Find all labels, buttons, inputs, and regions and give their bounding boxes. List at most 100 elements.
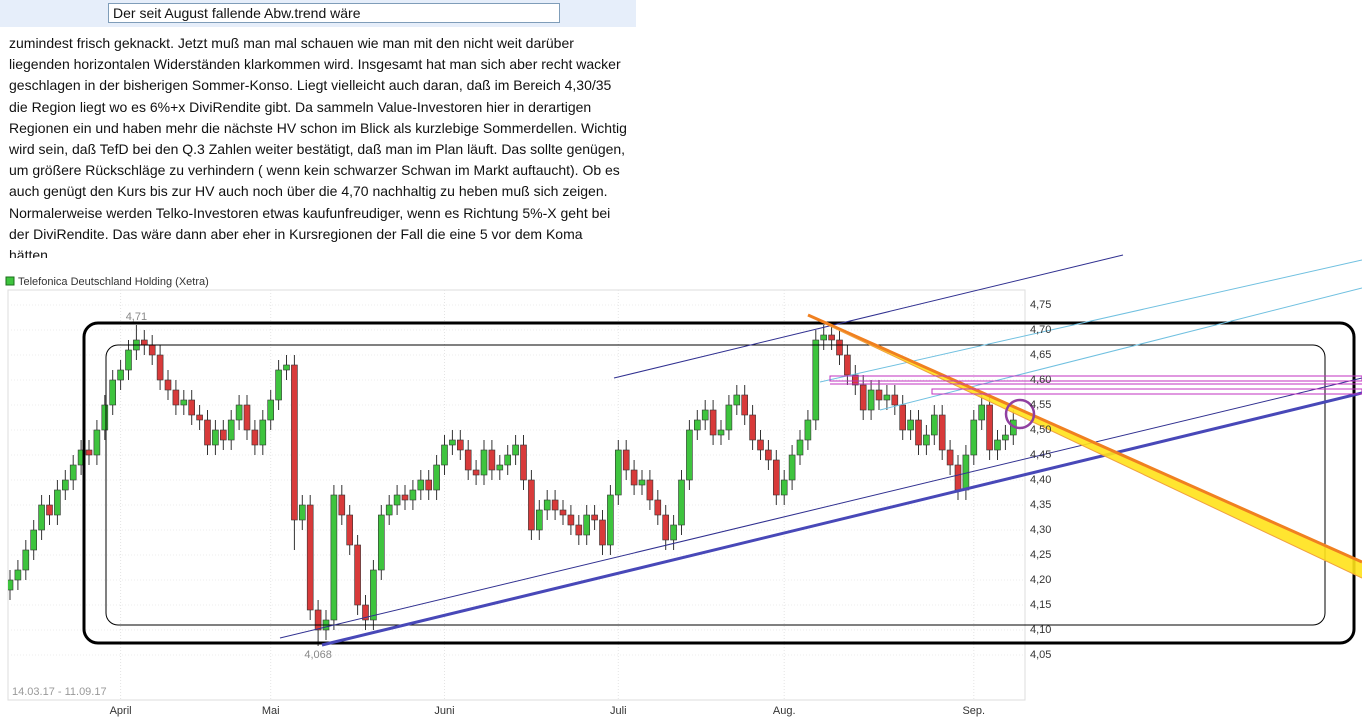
candle-body	[267, 399, 275, 421]
candle-body	[646, 479, 654, 501]
y-tick-label: 4,50	[1030, 424, 1051, 436]
candle-body	[298, 504, 306, 521]
y-tick-label: 4,25	[1030, 549, 1051, 561]
candle-body	[409, 489, 417, 501]
post-text: zumindest frisch geknackt. Jetzt muß man…	[9, 33, 639, 258]
candle-body	[622, 449, 630, 471]
candle-body	[915, 419, 922, 446]
y-tick-label: 4,15	[1030, 599, 1051, 611]
candle-body	[164, 379, 172, 391]
candle-body	[567, 514, 575, 526]
candle-body	[417, 479, 425, 491]
candle-body	[204, 419, 211, 446]
candle-body	[686, 429, 693, 481]
candle-body	[528, 479, 535, 531]
candle-body	[725, 404, 733, 431]
x-tick-label: Juli	[610, 705, 627, 717]
post-line: liegenden horizontalen Widerständen klar…	[9, 56, 621, 73]
y-tick-label: 4,55	[1030, 399, 1051, 411]
trend-line	[879, 287, 1362, 411]
candle-body	[227, 419, 235, 441]
candle-body	[362, 604, 369, 621]
support-line	[321, 391, 1362, 647]
candle-body	[235, 404, 243, 421]
candle-body	[938, 414, 946, 451]
post-line: um größere Rückschläge zu verhindern ( w…	[9, 162, 620, 179]
candle-body	[61, 479, 69, 491]
candle-body	[109, 379, 116, 406]
candle-body	[472, 469, 480, 476]
price-annotation: 4,71	[126, 311, 147, 323]
price-annotation: 4,068	[304, 649, 332, 661]
candle-body	[520, 444, 527, 481]
candle-body	[836, 339, 843, 356]
post-line: die Region liegt wo es 6%+x DiviRendite …	[9, 98, 592, 115]
candle-body	[441, 444, 448, 466]
candle-body	[828, 334, 835, 341]
candle-body	[504, 454, 512, 466]
candle-body	[607, 494, 614, 546]
candle-body	[670, 524, 677, 541]
candle-body	[678, 479, 685, 526]
trend-line	[279, 377, 1362, 639]
candle-body	[172, 389, 180, 406]
candle-body	[630, 469, 638, 486]
candle-body	[377, 514, 385, 571]
candle-body	[765, 449, 772, 461]
candle-body	[535, 509, 543, 531]
candle-body	[401, 494, 409, 501]
candle-body	[125, 349, 132, 371]
candle-body	[907, 419, 914, 431]
candle-body	[654, 499, 662, 516]
candle-body	[275, 369, 282, 401]
candle-body	[954, 464, 962, 491]
post-line: Regionen ein und haben mehr die nächste …	[9, 119, 627, 136]
candle-body	[8, 579, 14, 591]
trend-line	[819, 259, 1362, 383]
box-outer	[82, 321, 1356, 645]
y-tick-label: 4,10	[1030, 624, 1051, 636]
post-title[interactable]: Der seit August fallende Abw.trend wäre	[108, 3, 560, 23]
candle-body	[867, 389, 875, 411]
candle-body	[512, 444, 519, 456]
post-line: hätten	[9, 247, 48, 258]
candle-body	[196, 414, 203, 421]
candle-body	[804, 419, 812, 441]
candle-body	[148, 344, 156, 356]
trend-line	[613, 254, 1124, 379]
y-tick-label: 4,70	[1030, 324, 1051, 336]
candle-body	[638, 479, 646, 486]
candle-body	[844, 354, 851, 376]
candles	[8, 325, 1017, 646]
y-tick-label: 4,30	[1030, 524, 1051, 536]
candle-body	[875, 389, 883, 401]
candle-body	[930, 414, 938, 436]
post-line: Normalerweise werden Telko-Investoren et…	[9, 204, 611, 221]
candle-body	[591, 514, 598, 521]
candle-body	[156, 354, 164, 381]
candle-body	[22, 549, 30, 571]
candle-body	[986, 404, 993, 451]
candle-body	[425, 479, 433, 491]
candle-body	[243, 404, 251, 431]
candle-body	[757, 439, 764, 451]
chart-title: Telefonica Deutschland Holding (Xetra)	[18, 276, 209, 288]
candle-body	[291, 364, 298, 521]
candle-body	[599, 519, 606, 546]
candle-body	[970, 419, 978, 456]
candle-body	[812, 339, 820, 421]
candle-body	[141, 339, 148, 346]
post-line: auch genügt den Kurs bis zur HV auch noc…	[9, 183, 608, 200]
candle-body	[354, 544, 361, 606]
x-tick-label: Mai	[262, 705, 280, 717]
box-inner	[105, 344, 1326, 626]
candle-body	[338, 494, 346, 516]
candle-body	[117, 369, 124, 381]
plot-frame	[7, 289, 1026, 701]
post-line: wird sein, daß TefD bei den Q.3 Zahlen w…	[9, 141, 626, 158]
candle-body	[220, 429, 227, 441]
candle-body	[859, 384, 867, 411]
candle-body	[180, 399, 188, 406]
candle-body	[749, 414, 756, 441]
